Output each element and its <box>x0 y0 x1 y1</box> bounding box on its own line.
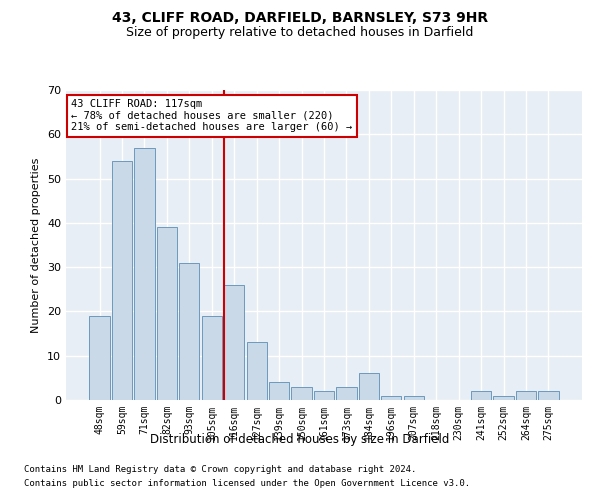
Bar <box>112 161 132 400</box>
Bar <box>516 391 536 400</box>
Bar <box>224 285 244 400</box>
Bar <box>179 262 199 400</box>
Y-axis label: Number of detached properties: Number of detached properties <box>31 158 41 332</box>
Bar <box>381 396 401 400</box>
Bar <box>404 396 424 400</box>
Bar <box>202 316 222 400</box>
Bar <box>134 148 155 400</box>
Bar <box>359 374 379 400</box>
Bar <box>538 391 559 400</box>
Text: Size of property relative to detached houses in Darfield: Size of property relative to detached ho… <box>127 26 473 39</box>
Bar <box>292 386 311 400</box>
Bar <box>247 342 267 400</box>
Bar <box>471 391 491 400</box>
Bar <box>269 382 289 400</box>
Text: Distribution of detached houses by size in Darfield: Distribution of detached houses by size … <box>151 432 449 446</box>
Bar <box>493 396 514 400</box>
Text: Contains HM Land Registry data © Crown copyright and database right 2024.: Contains HM Land Registry data © Crown c… <box>24 466 416 474</box>
Bar <box>314 391 334 400</box>
Text: 43 CLIFF ROAD: 117sqm
← 78% of detached houses are smaller (220)
21% of semi-det: 43 CLIFF ROAD: 117sqm ← 78% of detached … <box>71 100 352 132</box>
Bar <box>337 386 356 400</box>
Bar <box>157 228 177 400</box>
Bar <box>89 316 110 400</box>
Text: Contains public sector information licensed under the Open Government Licence v3: Contains public sector information licen… <box>24 479 470 488</box>
Text: 43, CLIFF ROAD, DARFIELD, BARNSLEY, S73 9HR: 43, CLIFF ROAD, DARFIELD, BARNSLEY, S73 … <box>112 12 488 26</box>
